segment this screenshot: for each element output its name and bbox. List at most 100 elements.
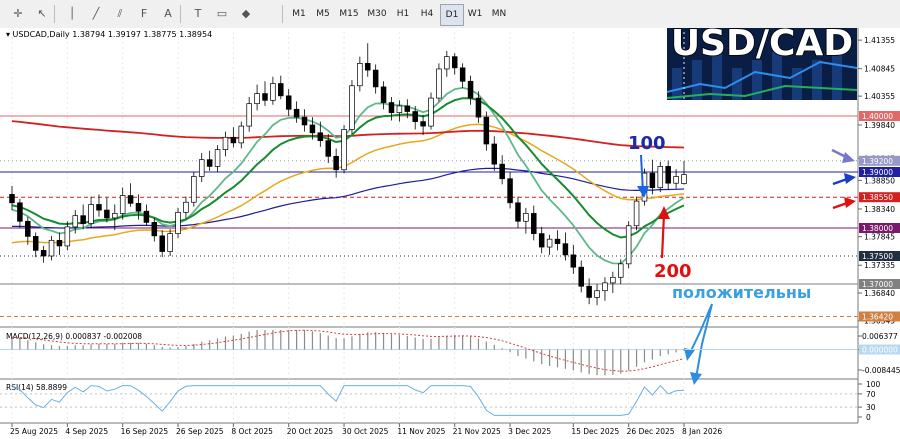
candle[interactable] [515, 196, 521, 228]
candle[interactable] [467, 75, 474, 105]
candle[interactable] [17, 198, 23, 228]
candle[interactable] [578, 260, 584, 293]
candle[interactable] [254, 84, 260, 111]
trendline-icon[interactable]: ╱ [92, 7, 100, 20]
candle[interactable] [341, 124, 347, 174]
candle[interactable] [301, 109, 308, 132]
candle[interactable] [40, 245, 47, 263]
candle[interactable] [262, 81, 268, 106]
candle[interactable] [483, 111, 490, 151]
candle[interactable] [325, 133, 331, 164]
candle[interactable] [365, 43, 371, 77]
candle[interactable] [48, 235, 55, 261]
text-icon[interactable]: A [164, 7, 172, 20]
candle[interactable] [191, 172, 197, 207]
candle[interactable] [404, 99, 411, 119]
candle[interactable] [56, 232, 63, 255]
macd-signal-line[interactable] [11, 329, 685, 372]
candle[interactable] [459, 63, 466, 88]
candle[interactable] [444, 51, 450, 77]
rectangle-icon[interactable]: ▭ [216, 7, 228, 20]
candle[interactable] [135, 194, 142, 220]
candle[interactable] [570, 244, 577, 274]
candle[interactable] [293, 101, 300, 123]
candle[interactable] [657, 161, 664, 193]
candle[interactable] [238, 121, 245, 149]
candle[interactable] [9, 186, 15, 211]
candle[interactable] [562, 232, 569, 261]
candle[interactable] [246, 96, 252, 132]
ema-slow-line[interactable] [11, 97, 685, 239]
timeframe-m30[interactable]: M30 [367, 9, 387, 19]
crosshair-icon[interactable]: ✛ [13, 7, 23, 20]
candle[interactable] [602, 277, 608, 301]
channel-icon[interactable]: ⫽ [117, 7, 123, 20]
ma50-line[interactable] [11, 123, 685, 244]
timeframe-m15[interactable]: M15 [339, 9, 359, 19]
candle[interactable] [72, 210, 78, 234]
candle[interactable] [127, 183, 134, 207]
candle[interactable] [278, 75, 284, 100]
candle[interactable] [96, 194, 102, 217]
timeframe-h4[interactable]: H4 [420, 9, 434, 19]
candle[interactable] [507, 172, 513, 209]
candle[interactable] [317, 121, 324, 147]
candle[interactable] [230, 127, 237, 148]
candle[interactable] [112, 204, 118, 231]
candle[interactable] [32, 232, 39, 258]
candle[interactable] [388, 96, 395, 121]
candle[interactable] [64, 221, 71, 251]
candle[interactable] [349, 80, 355, 134]
candle[interactable] [610, 271, 616, 293]
candle[interactable] [104, 197, 110, 223]
candle[interactable] [586, 278, 592, 305]
candle[interactable] [451, 53, 458, 75]
candle[interactable] [270, 76, 276, 105]
timeframe-mn[interactable]: MN [491, 9, 507, 19]
candle[interactable] [649, 159, 656, 195]
candle[interactable] [119, 187, 126, 220]
ma200-line[interactable] [11, 120, 685, 149]
candle[interactable] [372, 64, 379, 94]
candle[interactable] [412, 105, 418, 130]
candle[interactable] [159, 230, 165, 258]
candle[interactable] [594, 284, 600, 306]
candle[interactable] [309, 117, 316, 140]
candle[interactable] [357, 56, 363, 92]
candle[interactable] [333, 148, 339, 178]
candle[interactable] [151, 217, 158, 242]
candle[interactable] [531, 205, 537, 241]
rsi-line[interactable] [11, 384, 685, 416]
candle[interactable] [206, 150, 213, 171]
timeframe-m1[interactable]: M1 [292, 9, 306, 19]
candle[interactable] [183, 196, 189, 220]
candle[interactable] [681, 160, 687, 185]
candle[interactable] [633, 196, 640, 231]
candle[interactable] [380, 81, 387, 110]
candle[interactable] [143, 204, 150, 226]
candle[interactable] [436, 63, 442, 102]
candle[interactable] [25, 216, 31, 245]
candle[interactable] [214, 145, 221, 172]
candle[interactable] [665, 160, 671, 190]
candle[interactable] [554, 230, 561, 251]
text-label-icon[interactable]: T [194, 7, 202, 20]
price-chart[interactable]: USD/CAD ▾ USDCAD,Daily 1.38794 1.39197 1.… [0, 28, 900, 439]
candle[interactable] [88, 196, 94, 228]
line-icon[interactable]: │ [68, 7, 76, 20]
candle[interactable] [80, 204, 86, 230]
candle[interactable] [673, 169, 679, 189]
candle[interactable] [538, 226, 545, 254]
candle[interactable] [428, 92, 434, 130]
candle[interactable] [175, 207, 181, 239]
candle[interactable] [499, 155, 505, 185]
timeframe-h1[interactable]: H1 [396, 9, 410, 19]
candle[interactable] [475, 91, 482, 123]
candle[interactable] [625, 221, 632, 269]
candle[interactable] [491, 136, 498, 171]
fibonacci-icon[interactable]: F [140, 7, 148, 20]
ema-fast-line[interactable] [11, 86, 685, 265]
candle[interactable] [167, 229, 173, 256]
candle[interactable] [523, 207, 529, 234]
timeframe-d1[interactable]: D1 [440, 4, 464, 26]
